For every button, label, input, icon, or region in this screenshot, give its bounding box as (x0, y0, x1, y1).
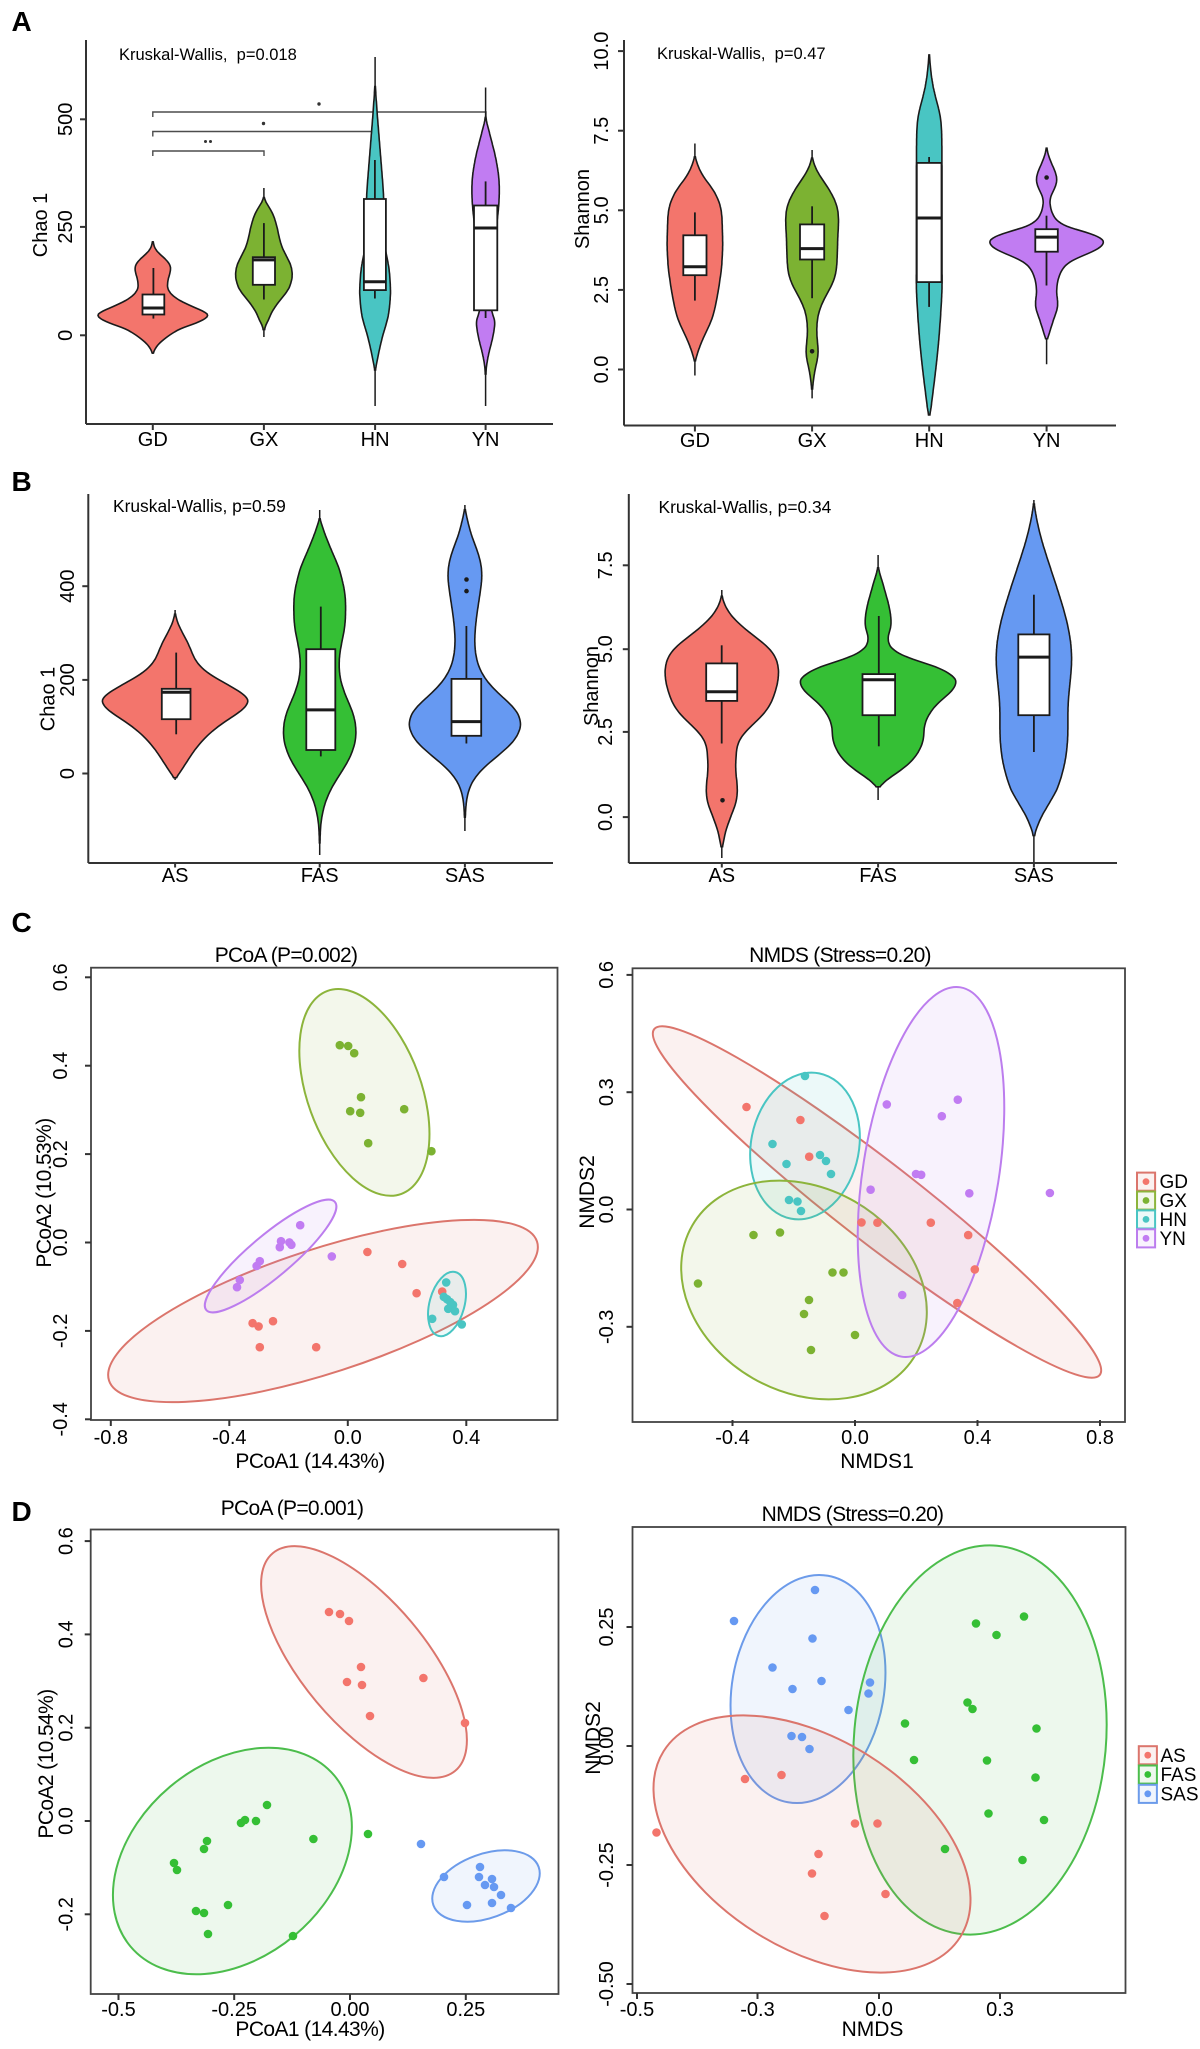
svg-text:GX: GX (1160, 1191, 1188, 1212)
svg-text:0.6: 0.6 (50, 963, 72, 991)
svg-text:NMDS2: NMDS2 (582, 1701, 605, 1775)
svg-text:0.8: 0.8 (1086, 1427, 1114, 1449)
svg-text:500: 500 (55, 103, 77, 136)
svg-text:7.5: 7.5 (595, 551, 617, 579)
svg-text:-0.4: -0.4 (715, 1427, 749, 1449)
svg-text:GD: GD (1160, 1172, 1189, 1193)
svg-text:A: A (12, 6, 32, 37)
svg-text:5.0: 5.0 (595, 635, 617, 663)
svg-text:GX: GX (798, 430, 827, 452)
svg-text:0.25: 0.25 (596, 1608, 618, 1647)
svg-text:NMDS2: NMDS2 (576, 1155, 599, 1229)
svg-text:NMDS (Stress=0.20): NMDS (Stress=0.20) (749, 944, 931, 967)
svg-text:-0.8: -0.8 (94, 1427, 128, 1449)
svg-text:-0.4: -0.4 (212, 1427, 246, 1449)
svg-text:PCoA2 (10.54%): PCoA2 (10.54%) (35, 1689, 58, 1838)
svg-text:B: B (12, 466, 32, 497)
svg-text:-0.3: -0.3 (740, 1999, 774, 2021)
svg-text:0: 0 (57, 768, 79, 779)
svg-text:400: 400 (57, 570, 79, 603)
svg-text:-0.4: -0.4 (50, 1402, 72, 1436)
svg-text:SAS: SAS (1161, 1784, 1199, 1805)
svg-text:0.0: 0.0 (596, 1196, 618, 1224)
svg-text:10.0: 10.0 (591, 32, 613, 71)
svg-text:0.00: 0.00 (596, 1727, 618, 1766)
svg-text:0.2: 0.2 (56, 1714, 78, 1742)
svg-text:NMDS1: NMDS1 (840, 1450, 914, 1473)
svg-text:PCoA1 (14.43%): PCoA1 (14.43%) (235, 2018, 384, 2041)
svg-text:0.3: 0.3 (596, 1078, 618, 1106)
svg-text:GX: GX (249, 429, 278, 451)
svg-text:YN: YN (472, 429, 500, 451)
svg-text:GD: GD (680, 430, 710, 452)
svg-text:200: 200 (57, 663, 79, 696)
svg-text:-0.50: -0.50 (596, 1961, 618, 2007)
svg-text:FAS: FAS (301, 865, 339, 887)
svg-text:SAS: SAS (445, 865, 485, 887)
svg-text:0.0: 0.0 (865, 1999, 893, 2021)
svg-text:YN: YN (1160, 1229, 1186, 1250)
svg-text:-0.5: -0.5 (101, 1999, 135, 2021)
svg-text:PCoA (P=0.001): PCoA (P=0.001) (221, 1497, 364, 1520)
svg-text:AS: AS (162, 865, 189, 887)
svg-text:2.5: 2.5 (591, 276, 613, 304)
svg-text:AS: AS (1161, 1746, 1186, 1767)
svg-text:0.4: 0.4 (452, 1427, 480, 1449)
svg-text:0.0: 0.0 (334, 1427, 362, 1449)
svg-text:PCoA2 (10.53%): PCoA2 (10.53%) (33, 1118, 56, 1267)
svg-text:0.3: 0.3 (986, 1999, 1014, 2021)
svg-text:0.4: 0.4 (50, 1052, 72, 1080)
svg-text:0.25: 0.25 (446, 1999, 485, 2021)
svg-text:Kruskal-Wallis, p=0.34: Kruskal-Wallis, p=0.34 (659, 497, 832, 517)
svg-text:Kruskal-Wallis, p=0.59: Kruskal-Wallis, p=0.59 (113, 496, 286, 516)
svg-text:-0.3: -0.3 (596, 1310, 618, 1344)
svg-text:SAS: SAS (1014, 865, 1054, 887)
svg-text:FAS: FAS (1161, 1765, 1197, 1786)
svg-text:0.6: 0.6 (56, 1527, 78, 1555)
svg-text:YN: YN (1033, 430, 1061, 452)
svg-text:0.0: 0.0 (591, 356, 613, 384)
svg-text:C: C (12, 907, 32, 938)
svg-text:NMDS (Stress=0.20): NMDS (Stress=0.20) (762, 1503, 944, 1526)
svg-text:PCoA (P=0.002): PCoA (P=0.002) (215, 944, 358, 967)
svg-text:0.0: 0.0 (841, 1427, 869, 1449)
svg-text:250: 250 (55, 210, 77, 243)
svg-text:-0.2: -0.2 (50, 1314, 72, 1348)
svg-text:0.6: 0.6 (596, 961, 618, 989)
svg-text:0.00: 0.00 (331, 1999, 370, 2021)
svg-text:-0.25: -0.25 (596, 1842, 618, 1888)
svg-text:0.4: 0.4 (56, 1620, 78, 1648)
svg-text:-0.25: -0.25 (211, 1999, 257, 2021)
svg-text:Shannon: Shannon (572, 169, 594, 249)
svg-text:PCoA1 (14.43%): PCoA1 (14.43%) (235, 1450, 384, 1473)
svg-text:HN: HN (915, 430, 944, 452)
svg-text:FAS: FAS (859, 865, 897, 887)
svg-text:NMDS: NMDS (842, 2018, 904, 2041)
svg-text:Kruskal-Wallis, p=0.47: Kruskal-Wallis, p=0.47 (657, 45, 826, 63)
svg-text:HN: HN (1160, 1210, 1187, 1231)
svg-text:0.0: 0.0 (56, 1807, 78, 1835)
svg-text:0.2: 0.2 (50, 1140, 72, 1168)
svg-text:Chao 1: Chao 1 (30, 193, 52, 258)
svg-text:Kruskal-Wallis, p=0.018: Kruskal-Wallis, p=0.018 (119, 46, 297, 64)
svg-text:D: D (12, 1496, 32, 1527)
svg-text:0.0: 0.0 (595, 803, 617, 831)
svg-text:0.0: 0.0 (50, 1229, 72, 1257)
svg-text:7.5: 7.5 (591, 117, 613, 145)
svg-text:AS: AS (708, 865, 735, 887)
svg-text:0: 0 (55, 330, 77, 341)
svg-text:HN: HN (361, 429, 390, 451)
svg-text:-0.2: -0.2 (56, 1897, 78, 1931)
svg-text:5.0: 5.0 (591, 196, 613, 224)
svg-text:Chao 1: Chao 1 (38, 667, 60, 732)
svg-text:0.4: 0.4 (964, 1427, 992, 1449)
svg-text:-0.5: -0.5 (620, 1999, 654, 2021)
svg-text:GD: GD (138, 429, 168, 451)
svg-text:Shannon: Shannon (581, 646, 603, 726)
svg-text:2.5: 2.5 (595, 718, 617, 746)
